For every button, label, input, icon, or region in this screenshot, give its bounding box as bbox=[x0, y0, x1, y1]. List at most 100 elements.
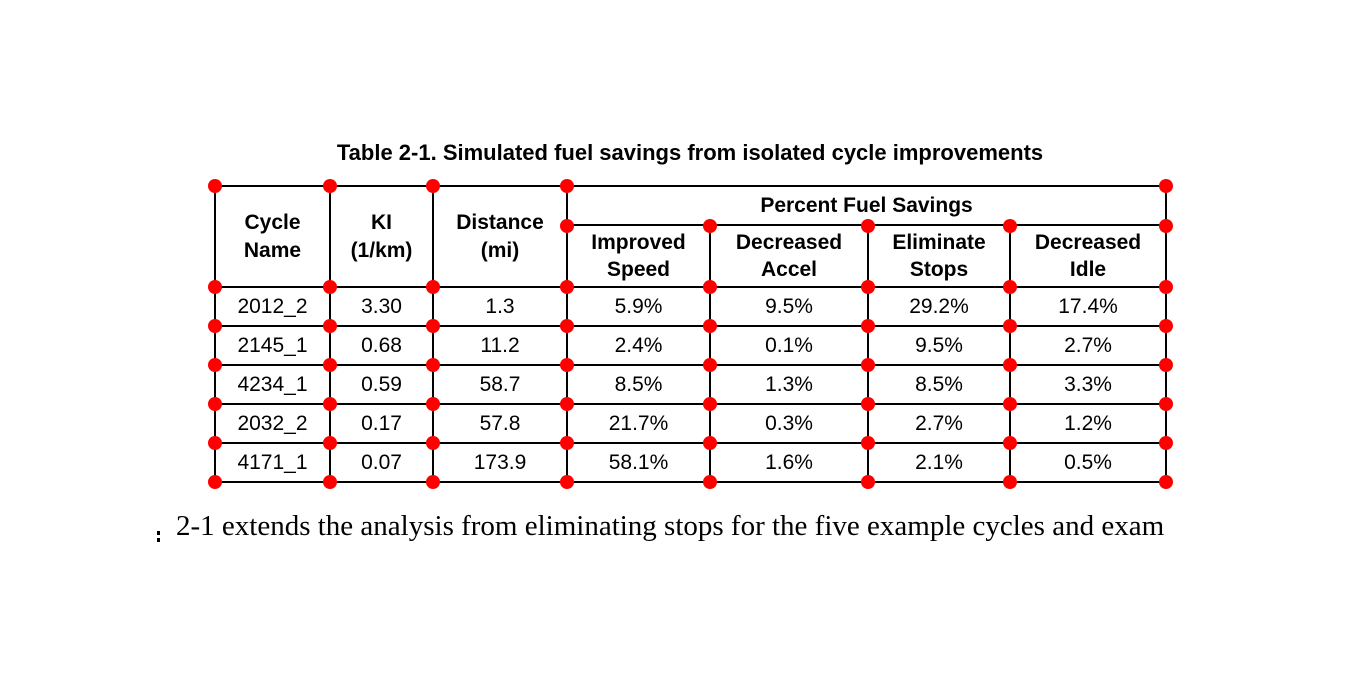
table-cell: 4171_1 bbox=[214, 442, 331, 483]
grid-marker-dot bbox=[1159, 179, 1173, 193]
table-row: 2032_2 0.17 57.8 21.7% 0.3% 2.7% 1.2% bbox=[214, 403, 1168, 444]
grid-marker-dot bbox=[323, 475, 337, 489]
grid-marker-dot bbox=[208, 319, 222, 333]
table-body: 2012_2 3.30 1.3 5.9% 9.5% 29.2% 17.4% 2145_1 0.6… bbox=[214, 286, 1168, 483]
grid-marker-dot bbox=[323, 397, 337, 411]
table-cell: 8.5% bbox=[566, 364, 711, 405]
sub-header-improved-speed: Improved Speed bbox=[566, 224, 711, 288]
table-cell: 2.4% bbox=[566, 325, 711, 366]
table-cell: 0.07 bbox=[329, 442, 434, 483]
table-cell: 1.3 bbox=[432, 286, 568, 327]
grid-marker-dot bbox=[1159, 475, 1173, 489]
table-cell: 0.17 bbox=[329, 403, 434, 444]
table-row: 4234_1 0.59 58.7 8.5% 1.3% 8.5% 3.3% bbox=[214, 364, 1168, 405]
grid-marker-dot bbox=[1003, 358, 1017, 372]
table-cell: 9.5% bbox=[867, 325, 1011, 366]
sub-header-decreased-accel: Decreased Accel bbox=[709, 224, 869, 288]
grid-marker-dot bbox=[1159, 358, 1173, 372]
table-cell: 21.7% bbox=[566, 403, 711, 444]
table-cell: 9.5% bbox=[709, 286, 869, 327]
grid-marker-dot bbox=[703, 475, 717, 489]
table-cell: 17.4% bbox=[1008, 286, 1168, 327]
grid-marker-dot bbox=[861, 436, 875, 450]
grid-marker-dot bbox=[1159, 319, 1173, 333]
table-cell: 58.1% bbox=[566, 442, 711, 483]
table-row: 2145_1 0.68 11.2 2.4% 0.1% 9.5% 2.7% bbox=[214, 325, 1168, 366]
grid-marker-dot bbox=[560, 358, 574, 372]
table-cell: 2032_2 bbox=[214, 403, 331, 444]
grid-marker-dot bbox=[1159, 280, 1173, 294]
grid-marker-dot bbox=[703, 280, 717, 294]
fuel-savings-table: Cycle Name KI (1/km) Distance (mi) Perce… bbox=[214, 185, 1168, 483]
table-cell: 2.1% bbox=[867, 442, 1011, 483]
grid-marker-dot bbox=[703, 319, 717, 333]
table-cell: 29.2% bbox=[867, 286, 1011, 327]
grid-marker-dot bbox=[208, 179, 222, 193]
table-row: 2012_2 3.30 1.3 5.9% 9.5% 29.2% 17.4% bbox=[214, 286, 1168, 327]
grid-marker-dot bbox=[426, 179, 440, 193]
table-cell: 0.1% bbox=[709, 325, 869, 366]
grid-marker-dot bbox=[208, 436, 222, 450]
grid-marker-dot bbox=[861, 319, 875, 333]
table-cell: 11.2 bbox=[432, 325, 568, 366]
header-row-group: Cycle Name KI (1/km) Distance (mi) Perce… bbox=[214, 185, 1168, 288]
col-header-cycle-name: Cycle Name bbox=[214, 185, 331, 288]
table-head: Cycle Name KI (1/km) Distance (mi) Perce… bbox=[214, 185, 1168, 288]
grid-marker-dot bbox=[703, 219, 717, 233]
grid-marker-dot bbox=[323, 436, 337, 450]
grid-marker-dot bbox=[208, 358, 222, 372]
table-cell: 1.2% bbox=[1008, 403, 1168, 444]
grid-marker-dot bbox=[560, 475, 574, 489]
grid-marker-dot bbox=[208, 397, 222, 411]
grid-marker-dot bbox=[560, 319, 574, 333]
grid-marker-dot bbox=[1159, 397, 1173, 411]
table-cell: 0.68 bbox=[329, 325, 434, 366]
sub-header-decreased-idle: Decreased Idle bbox=[1008, 224, 1168, 288]
grid-marker-dot bbox=[1159, 219, 1173, 233]
grid-marker-dot bbox=[426, 319, 440, 333]
table-cell: 173.9 bbox=[432, 442, 568, 483]
grid-marker-dot bbox=[1003, 280, 1017, 294]
grid-marker-dot bbox=[560, 219, 574, 233]
grid-marker-dot bbox=[1003, 475, 1017, 489]
table-cell: 0.3% bbox=[709, 403, 869, 444]
col-header-distance: Distance (mi) bbox=[432, 185, 568, 288]
table-cell: 3.30 bbox=[329, 286, 434, 327]
grid-marker-dot bbox=[426, 280, 440, 294]
grid-marker-dot bbox=[323, 358, 337, 372]
header-row-sub: Improved Speed Decreased Accel Eliminate… bbox=[215, 224, 1168, 288]
table-cell: 57.8 bbox=[432, 403, 568, 444]
grid-marker-dot bbox=[560, 179, 574, 193]
table-cell: 0.5% bbox=[1008, 442, 1168, 483]
grid-marker-dot bbox=[426, 475, 440, 489]
col-header-ki: KI (1/km) bbox=[329, 185, 434, 288]
grid-marker-dot bbox=[861, 219, 875, 233]
table-cell: 4234_1 bbox=[214, 364, 331, 405]
table-cell: 2.7% bbox=[1008, 325, 1168, 366]
body-text-line: 2-1 extends the analysis from eliminatin… bbox=[176, 510, 1165, 542]
grid-marker-dot bbox=[323, 319, 337, 333]
grid-marker-dot bbox=[323, 280, 337, 294]
grid-marker-dot bbox=[1003, 436, 1017, 450]
grid-marker-dot bbox=[1003, 319, 1017, 333]
grid-marker-dot bbox=[426, 358, 440, 372]
table-cell: 8.5% bbox=[867, 364, 1011, 405]
grid-marker-dot bbox=[1003, 219, 1017, 233]
grid-marker-dot bbox=[1003, 397, 1017, 411]
grid-marker-dot bbox=[861, 475, 875, 489]
grid-marker-dot bbox=[861, 358, 875, 372]
grid-marker-dot bbox=[1159, 436, 1173, 450]
table-cell: 1.3% bbox=[709, 364, 869, 405]
table-cell: 0.59 bbox=[329, 364, 434, 405]
grid-marker-dot bbox=[560, 436, 574, 450]
table-row: 4171_1 0.07 173.9 58.1% 1.6% 2.1% 0.5% bbox=[214, 442, 1168, 483]
grid-marker-dot bbox=[560, 280, 574, 294]
grid-marker-dot bbox=[323, 179, 337, 193]
grid-marker-dot bbox=[208, 280, 222, 294]
table-cell: 3.3% bbox=[1008, 364, 1168, 405]
grid-marker-dot bbox=[560, 397, 574, 411]
sub-header-eliminate-stops: Eliminate Stops bbox=[867, 224, 1011, 288]
table-caption: Table 2-1. Simulated fuel savings from i… bbox=[336, 140, 1044, 165]
grid-marker-dot bbox=[426, 436, 440, 450]
